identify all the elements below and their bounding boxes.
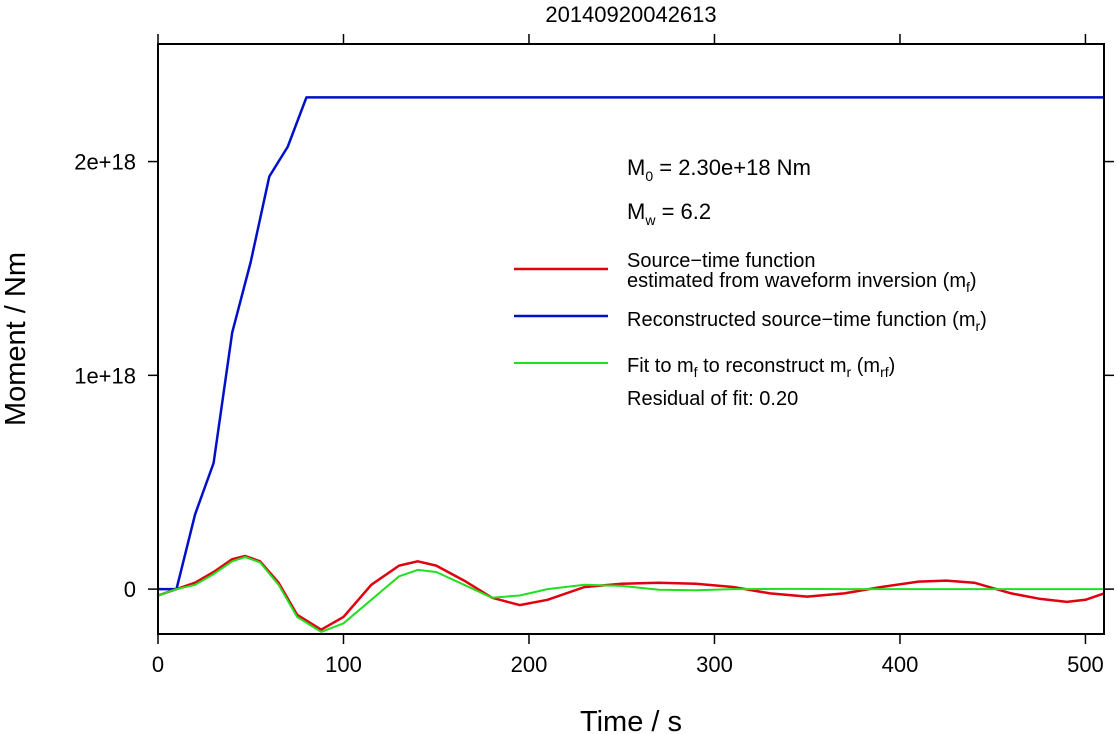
series-layer [157, 96, 1105, 633]
legend-entry-mf-line1: Source−time function [627, 250, 815, 272]
mw-subscript: w [644, 212, 656, 228]
x-tick-label: 400 [882, 652, 919, 677]
seismic-moment-annotation: M0 = 2.30e+18 Nm [627, 155, 811, 184]
legend-entry-mr-sub: r [976, 318, 981, 334]
legend-entry-mrf-t2: to reconstruct m [698, 355, 847, 377]
m0-symbol: M [627, 155, 645, 180]
mw-symbol: M [627, 199, 645, 224]
legend-entry-mf-line2: estimated from waveform inversion (mf) [627, 270, 977, 295]
legend-entry-mr-end: ) [980, 309, 987, 331]
y-tick-label: 1e+18 [74, 363, 136, 388]
y-axis-title: Moment / Nm [0, 252, 32, 426]
y-tick-label: 2e+18 [74, 150, 136, 175]
x-axis-title: Time / s [580, 706, 682, 734]
legend-entry-mrf-t4: ) [889, 355, 896, 377]
residual-annotation: Residual of fit: 0.20 [627, 388, 798, 410]
legend: Source−time function estimated from wave… [514, 250, 987, 380]
ticks-layer: 0 100 200 300 400 500 0 1e+18 2e+18 [74, 34, 1114, 677]
series-line-mr [158, 96, 1104, 591]
plot-frame [157, 43, 1105, 635]
chart-title: 20140920042613 [545, 2, 716, 27]
x-tick-label: 200 [511, 652, 548, 677]
legend-entry-mrf-s1: f [694, 364, 698, 380]
legend-entry-mrf-t1: Fit to m [627, 355, 694, 377]
legend-entry-mr-text: Reconstructed source−time function (m [627, 309, 976, 331]
legend-entry-mf-text: estimated from waveform inversion (m [627, 270, 966, 292]
x-tick-label: 100 [325, 652, 362, 677]
x-tick-label: 0 [152, 652, 164, 677]
m0-value: = 2.30e+18 Nm [653, 155, 811, 180]
x-tick-label: 300 [696, 652, 733, 677]
series-line-mrf [157, 556, 1104, 633]
moment-magnitude-annotation: Mw = 6.2 [627, 199, 711, 228]
x-tick-label: 500 [1067, 652, 1104, 677]
legend-entry-mf-end: ) [970, 270, 977, 292]
legend-entry-mrf-s3: rf [880, 364, 889, 380]
legend-entry-mf-sub: f [966, 279, 970, 295]
legend-entry-mr: Reconstructed source−time function (mr) [627, 309, 987, 334]
series-line-mf [157, 554, 1105, 631]
m0-subscript: 0 [645, 168, 653, 184]
legend-entry-mrf-t3: (m [851, 355, 880, 377]
legend-entry-mrf: Fit to mf to reconstruct mr (mrf) [627, 355, 895, 380]
y-tick-label: 0 [124, 577, 136, 602]
legend-entry-mrf-s2: r [847, 364, 852, 380]
mw-value: = 6.2 [655, 199, 711, 224]
